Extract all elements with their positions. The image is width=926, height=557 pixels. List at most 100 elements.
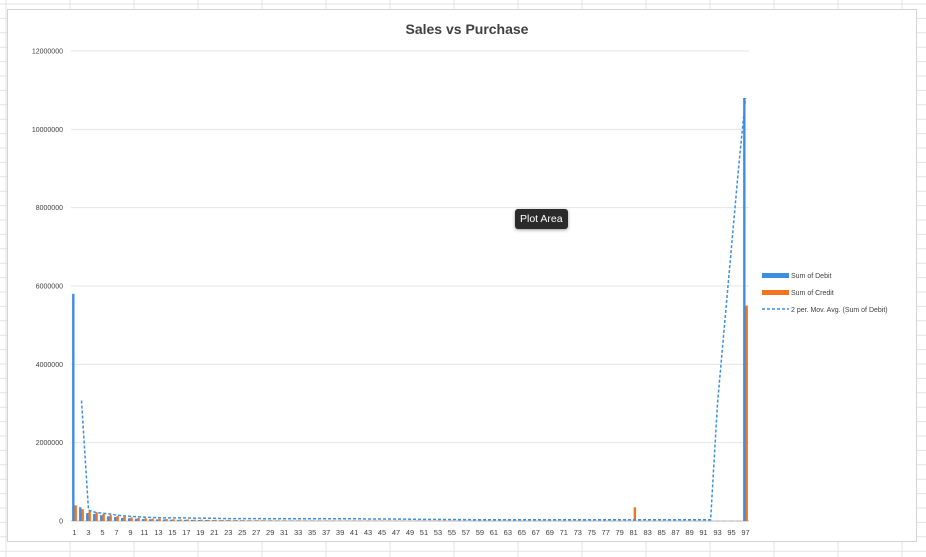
bar-credit <box>144 518 147 521</box>
bar-debit <box>204 520 208 521</box>
bar-debit <box>239 520 243 521</box>
x-tick-label: 15 <box>168 528 176 537</box>
x-tick-label: 39 <box>336 528 344 537</box>
bar-debit <box>121 517 124 521</box>
bars <box>72 98 748 522</box>
bar-credit <box>165 519 168 521</box>
bar-debit <box>253 520 257 521</box>
x-tick-label: 5 <box>100 528 104 537</box>
bar-credit <box>95 512 98 521</box>
moving-avg-path <box>80 97 747 521</box>
x-tick-label: 23 <box>224 528 232 537</box>
x-tick-label: 67 <box>532 528 540 537</box>
bar-debit <box>176 519 180 521</box>
x-tick-label: 35 <box>308 528 316 537</box>
bar-debit <box>232 520 236 521</box>
legend-swatch-debit <box>762 273 789 278</box>
bar-debit <box>274 520 278 521</box>
bar-credit <box>228 520 231 521</box>
bar-debit <box>72 293 75 521</box>
chart-area[interactable]: Sales vs Purchase 0 2000000 4000000 6000000… <box>7 9 917 542</box>
x-tick-label: 13 <box>154 528 162 537</box>
bar-debit <box>225 520 229 521</box>
bar-credit <box>319 520 322 521</box>
bar-credit <box>242 520 245 521</box>
x-tick-label: 53 <box>434 528 442 537</box>
bar-credit <box>200 519 203 521</box>
x-tick-label: 69 <box>546 528 554 537</box>
bar-credit <box>221 519 224 521</box>
legend[interactable]: Sum of Debit Sum of Credit 2 per. Mov. A… <box>762 273 888 314</box>
plot-area-tooltip: Plot Area <box>515 209 568 229</box>
bar-debit <box>281 520 285 521</box>
bar-credit <box>633 507 637 521</box>
bar-credit <box>158 518 161 521</box>
bar-credit <box>263 520 266 521</box>
x-tick-label: 63 <box>504 528 512 537</box>
bar-debit <box>743 98 746 521</box>
x-tick-label: 1 <box>72 528 76 537</box>
bar-debit <box>211 520 215 521</box>
bar-credit <box>151 518 154 521</box>
bar-debit <box>100 515 103 521</box>
gridlines <box>71 50 749 522</box>
y-tick-label: 2000000 <box>36 440 63 447</box>
x-tick-label: 9 <box>128 528 132 537</box>
x-tick-label: 51 <box>420 528 428 537</box>
legend-label-credit: Sum of Credit <box>791 290 834 297</box>
bar-credit <box>207 519 210 521</box>
x-tick-label: 89 <box>685 528 693 537</box>
x-tick-label: 3 <box>86 528 90 537</box>
bar-debit <box>142 519 145 521</box>
x-tick-label: 81 <box>629 528 637 537</box>
bar-debit <box>86 513 89 521</box>
bar-credit <box>214 519 217 521</box>
x-tick-label: 71 <box>560 528 568 537</box>
x-tick-label: 75 <box>588 528 596 537</box>
x-tick-label: 79 <box>616 528 624 537</box>
y-tick-label: 6000000 <box>36 284 63 291</box>
bar-debit <box>107 516 110 521</box>
bar-credit <box>88 511 91 521</box>
bar-credit <box>130 517 133 521</box>
bar-debit <box>128 518 131 521</box>
chart-title: Sales vs Purchase <box>406 21 529 37</box>
x-tick-label: 91 <box>699 528 707 537</box>
bar-credit <box>81 509 84 521</box>
legend-label-debit: Sum of Debit <box>791 273 832 280</box>
x-tick-label: 93 <box>713 528 721 537</box>
y-tick-label: 8000000 <box>36 205 63 212</box>
bar-credit <box>123 516 126 521</box>
bar-credit <box>179 519 182 521</box>
bar-debit <box>169 519 173 521</box>
x-tick-label: 49 <box>406 528 414 537</box>
x-tick-label: 21 <box>210 528 218 537</box>
x-tick-label: 65 <box>518 528 526 537</box>
bar-debit <box>246 520 250 521</box>
x-tick-label: 59 <box>476 528 484 537</box>
bar-credit <box>235 520 238 521</box>
bar-debit <box>93 513 96 521</box>
x-axis-ticks: 1 3 5 7 9 11 13 15 17 19 21 23 25 27 29 31 33 35 37 39 41 43 4… <box>72 528 749 537</box>
x-tick-label: 87 <box>671 528 679 537</box>
bar-credit <box>326 520 329 521</box>
y-tick-label: 4000000 <box>36 362 63 369</box>
bar-debit <box>79 507 82 521</box>
bar-credit <box>312 520 315 521</box>
bar-credit <box>298 520 301 521</box>
bar-credit <box>305 520 308 521</box>
x-tick-label: 17 <box>182 528 190 537</box>
y-tick-label: 12000000 <box>32 49 63 56</box>
bar-debit <box>267 520 271 521</box>
bar-credit <box>277 520 280 521</box>
bar-debit <box>190 519 194 521</box>
x-tick-label: 41 <box>350 528 358 537</box>
x-tick-label: 43 <box>364 528 372 537</box>
bar-debit <box>218 520 222 521</box>
x-tick-label: 73 <box>574 528 582 537</box>
x-tick-label: 83 <box>643 528 651 537</box>
x-tick-label: 19 <box>196 528 204 537</box>
x-tick-label: 97 <box>741 528 749 537</box>
bar-debit <box>197 520 201 521</box>
bar-debit <box>149 519 152 521</box>
